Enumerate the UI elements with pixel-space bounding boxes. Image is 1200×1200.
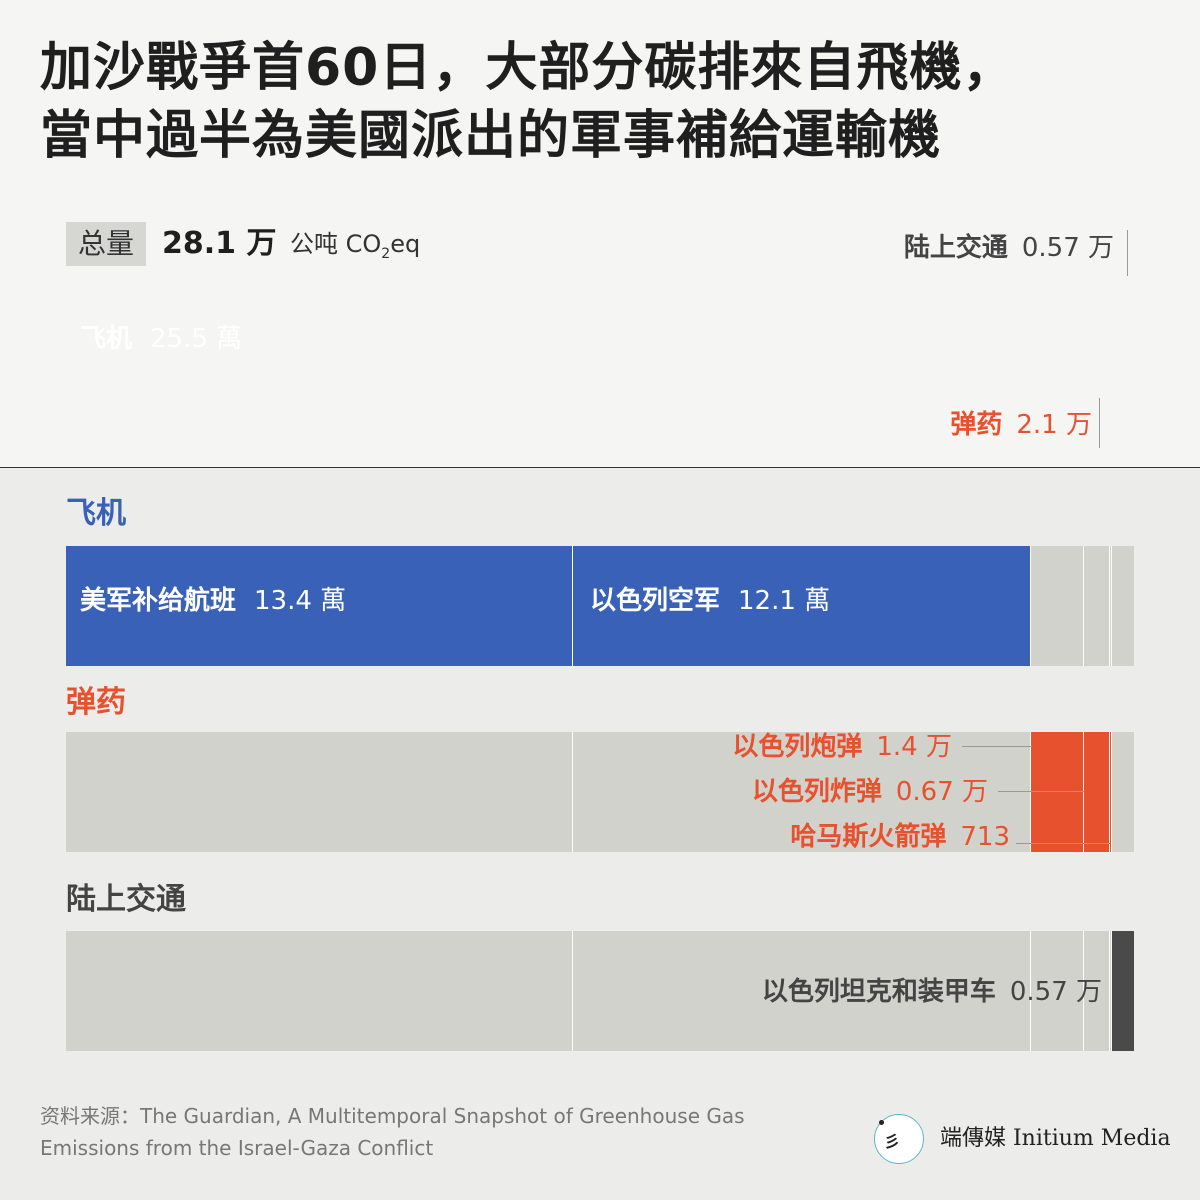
munitions-bombs-leader (998, 791, 1084, 792)
summary-munitions-label: 弹药 2.1 万 (950, 410, 1092, 440)
section-title-munitions: 弹药 (66, 685, 126, 720)
total-unit: 公吨 CO2eq (290, 222, 420, 276)
ground-tanks-value: 0.57 万 (1009, 977, 1102, 1007)
munitions-artillery-value: 1.4 万 (876, 732, 952, 762)
initium-logo-text: 端傳媒 Initium Media (940, 1126, 1171, 1151)
detail-bar-1-segment-5 (1112, 732, 1134, 852)
title-line-1: 加沙戰爭首60日，大部分碳排來自飛機， (40, 38, 1016, 98)
detail-bar-1-segment-0 (66, 732, 574, 852)
aircraft-israel-value: 12.1 萬 (738, 586, 831, 616)
aircraft-israel-name: 以色列空军 (590, 586, 721, 616)
total-value: 28.1 万 (162, 226, 277, 261)
detail-bar-2-segment-0 (66, 931, 574, 1051)
total-unit-sub: 2 (381, 245, 391, 262)
detail-bar-0-segment-0 (66, 546, 574, 666)
summary-aircraft-label: 飞机 25.5 萬 (80, 324, 242, 354)
munitions-bombs-label: 以色列炸弹 0.67 万 (752, 777, 988, 807)
munitions-artillery-label: 以色列炮弹 1.4 万 (732, 732, 952, 762)
source-note: 资料来源：The Guardian, A Multitemporal Snaps… (40, 1104, 745, 1160)
aircraft-us-label: 美军补给航班 13.4 萬 (80, 586, 346, 616)
detail-bar-0-segment-3 (1084, 546, 1110, 666)
detail-bar-0-segment-1 (573, 546, 1032, 666)
detail-bar-2-segment-2 (1031, 931, 1085, 1051)
ground-tanks-name: 以色列坦克和装甲车 (761, 977, 996, 1007)
summary-ground-label: 陆上交通 0.57 万 (904, 233, 1114, 263)
aircraft-israel-label: 以色列空军 12.1 萬 (590, 586, 830, 616)
summary-aircraft-name: 飞机 (80, 324, 133, 354)
detail-bar-0-segment-4 (1109, 546, 1113, 666)
initium-logo-icon: 彡 (874, 1114, 924, 1164)
detail-bar-2-segment-1 (573, 931, 1032, 1051)
section-title-ground: 陆上交通 (66, 882, 186, 917)
logo-glyph: 彡 (884, 1132, 901, 1151)
summary-ground-value: 0.57 万 (1021, 233, 1114, 263)
title-line-2: 當中過半為美國派出的軍事補給運輸機 (40, 106, 942, 166)
detail-bar-1-segment-1 (573, 732, 1032, 852)
summary-ground-name: 陆上交通 (903, 233, 1008, 263)
aircraft-us-value: 13.4 萬 (254, 586, 347, 616)
ground-tanks-label: 以色列坦克和装甲车 0.57 万 (762, 977, 1102, 1007)
munitions-bombs-name: 以色列炸弹 (751, 777, 882, 807)
total-unit-prefix: 公吨 CO (290, 230, 382, 258)
munitions-artillery-leader (962, 746, 1032, 747)
detail-bar-2-segment-3 (1084, 931, 1110, 1051)
munitions-bombs-value: 0.67 万 (895, 777, 988, 807)
page-title: 加沙戰爭首60日，大部分碳排來自飛機， 當中過半為美國派出的軍事補給運輸機 (40, 34, 1170, 170)
summary-aircraft-value: 25.5 萬 (150, 324, 243, 354)
munitions-rockets-label: 哈马斯火箭弹 713 (790, 822, 1010, 852)
munitions-rockets-value: 713 (960, 822, 1010, 852)
detail-bar-2-segment-4 (1109, 931, 1113, 1051)
total-unit-suffix: eq (390, 230, 421, 258)
summary-panel (0, 0, 1200, 467)
detail-bar-1-segment-4 (1109, 732, 1113, 852)
summary-munitions-value: 2.1 万 (1016, 410, 1092, 440)
detail-bar-2-segment-5 (1112, 931, 1134, 1051)
aircraft-us-name: 美军补给航班 (80, 586, 237, 616)
munitions-rockets-leader (1016, 843, 1110, 844)
munitions-artillery-name: 以色列炮弹 (732, 732, 863, 762)
detail-bar-1-segment-3 (1084, 732, 1110, 852)
detail-bar-0-segment-2 (1031, 546, 1085, 666)
munitions-rockets-name: 哈马斯火箭弹 (790, 822, 947, 852)
section-divider (0, 467, 1200, 468)
summary-ground-leader (1127, 230, 1128, 276)
section-title-aircraft: 飞机 (66, 496, 126, 531)
summary-munitions-name: 弹药 (950, 410, 1003, 440)
total-tag: 总量 (66, 222, 147, 266)
logo-dot (879, 1120, 884, 1125)
summary-munitions-leader (1099, 398, 1100, 448)
detail-bar-1-segment-2 (1031, 732, 1085, 852)
detail-bar-0-segment-5 (1112, 546, 1134, 666)
